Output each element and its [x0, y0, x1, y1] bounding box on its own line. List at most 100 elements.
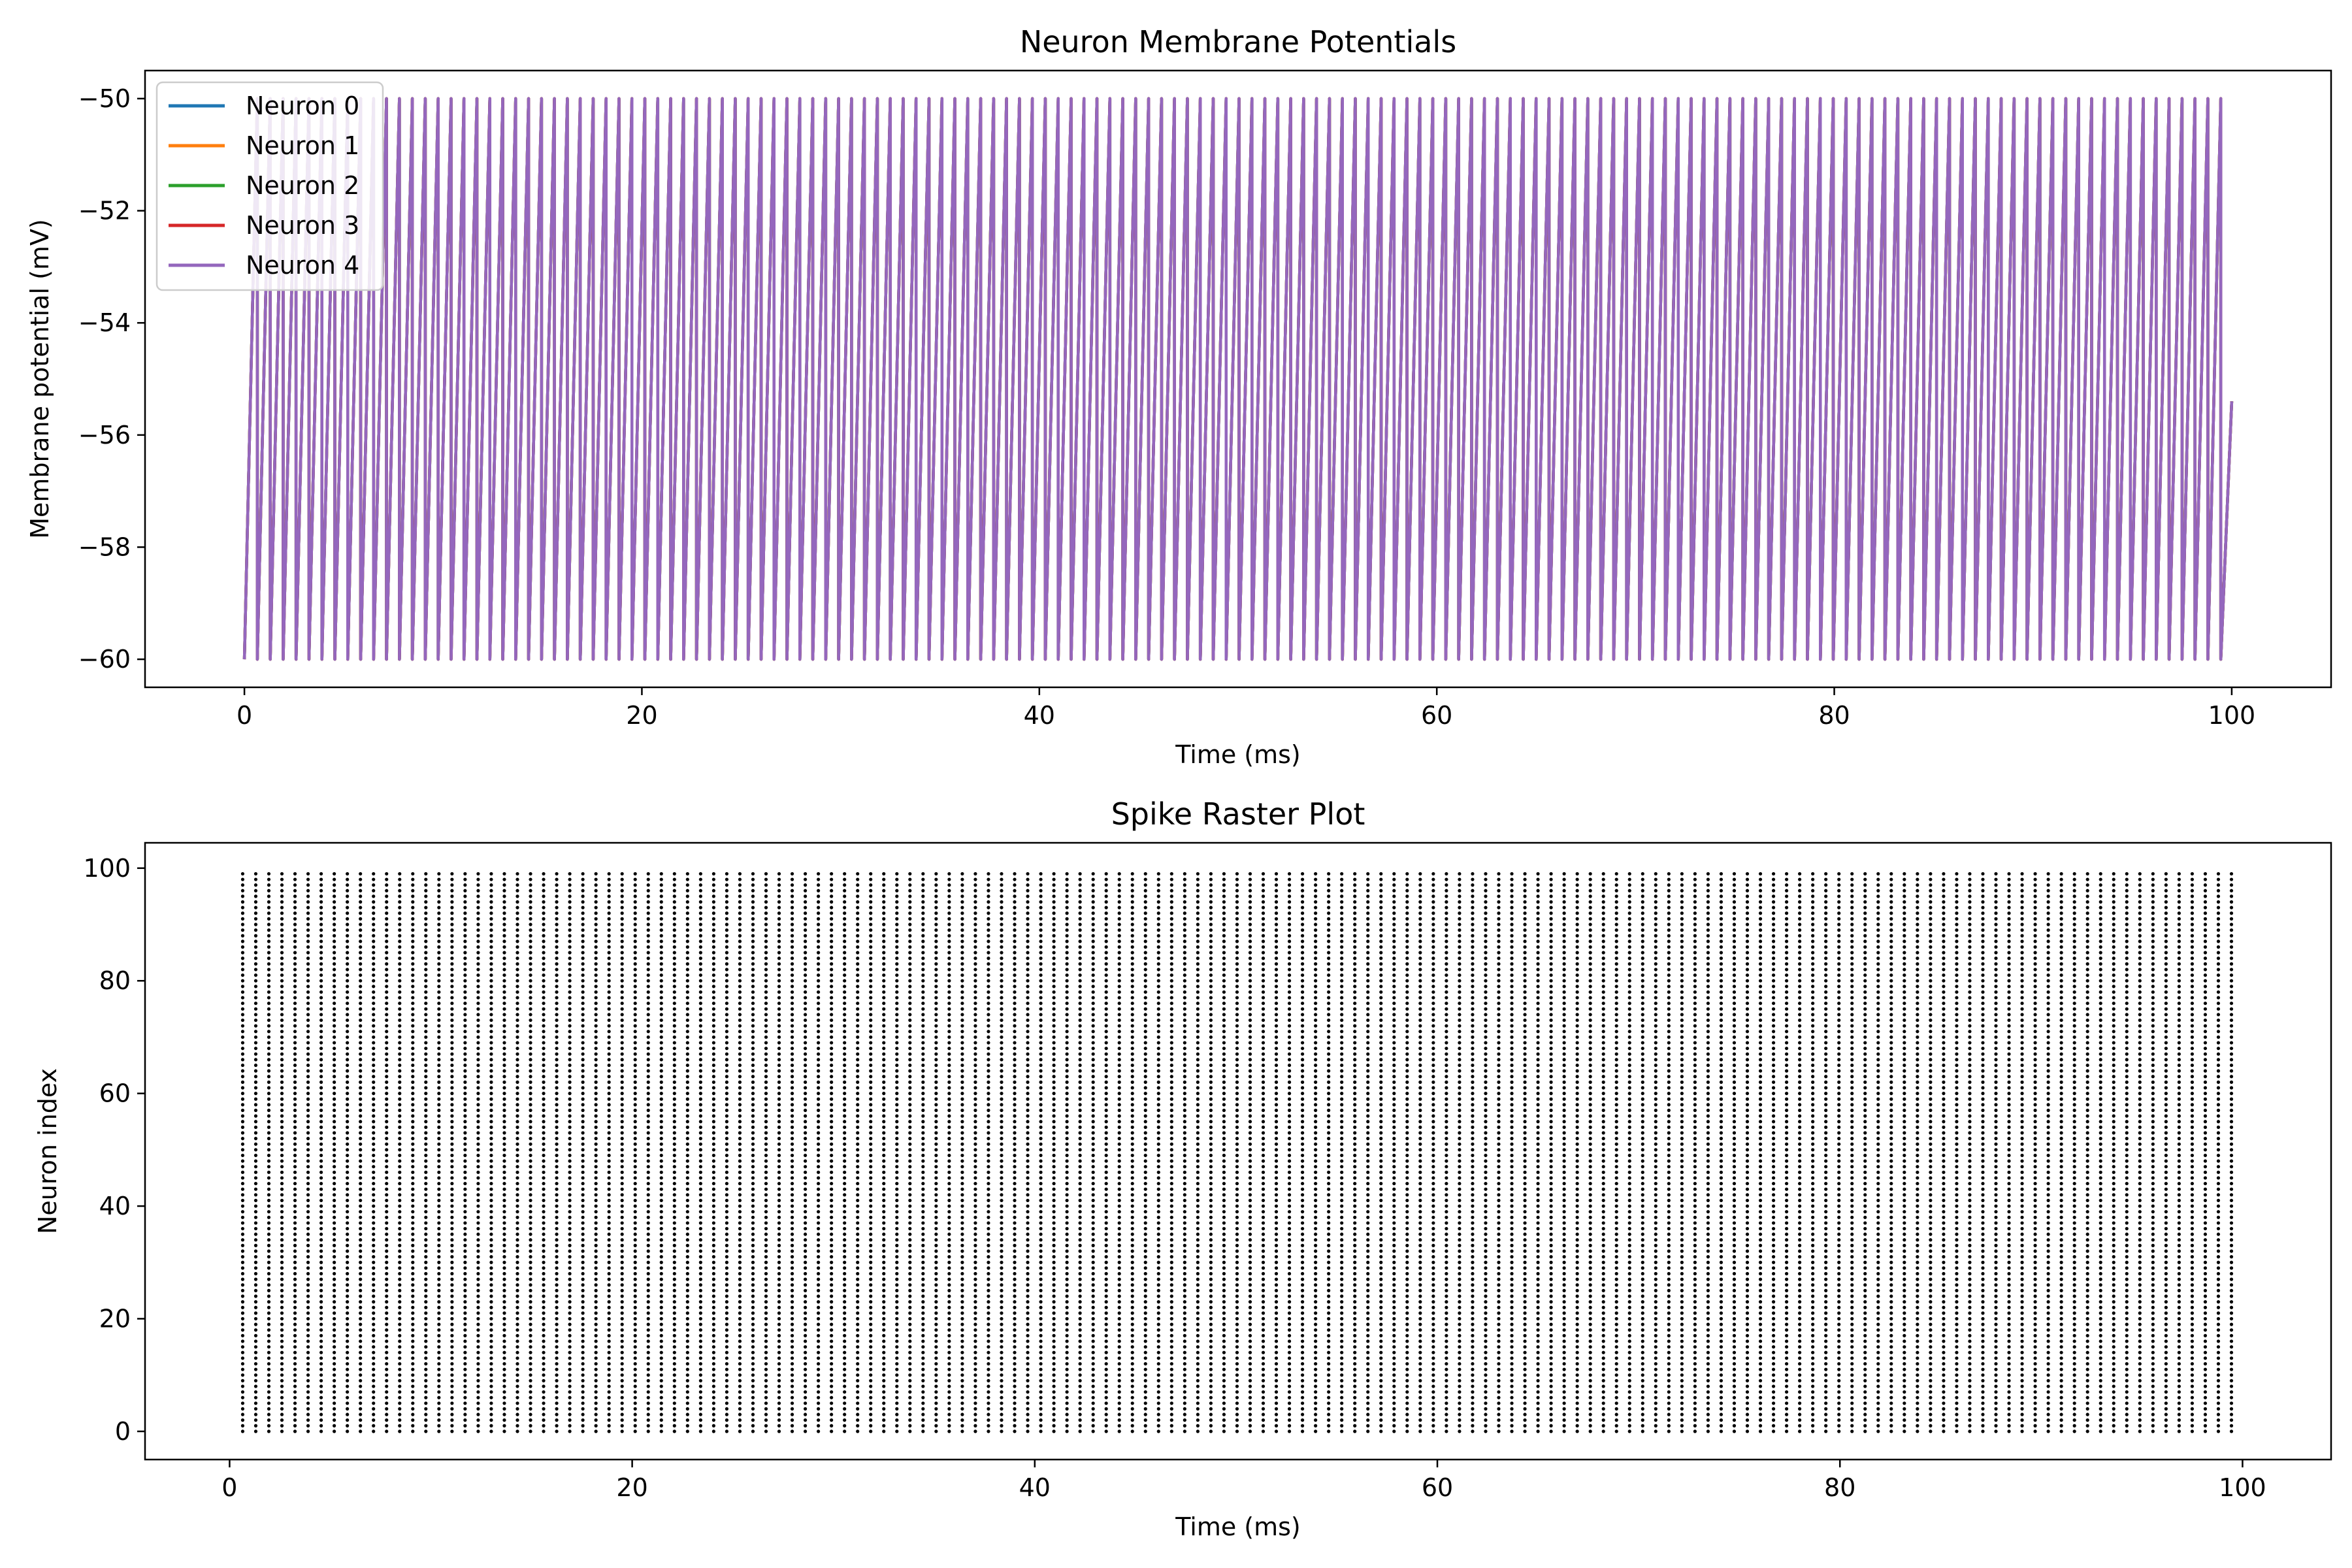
spike-dot — [306, 894, 310, 898]
spike-dot — [476, 1345, 480, 1349]
spike-dot — [280, 1367, 284, 1371]
spike-dot — [659, 985, 663, 988]
spike-dot — [607, 1210, 611, 1214]
spike-dot — [869, 1047, 873, 1051]
spike-dot — [698, 1063, 702, 1068]
spike-dot — [267, 1232, 271, 1236]
spike-dot — [293, 1131, 297, 1135]
spike-dot — [385, 1108, 389, 1113]
spike-dot — [333, 945, 336, 949]
spike-dot — [476, 1379, 480, 1382]
spike-dot — [489, 1058, 493, 1062]
spike-dot — [306, 1069, 310, 1073]
spike-dot — [372, 1131, 376, 1135]
spike-dot — [803, 985, 808, 988]
spike-dot — [333, 1277, 336, 1281]
spike-dot — [502, 1283, 506, 1287]
spike-dot — [790, 1429, 794, 1433]
spike-dot — [398, 1418, 402, 1422]
spike-dot — [346, 962, 350, 966]
spike-dot — [385, 939, 389, 943]
spike-dot — [751, 1277, 755, 1281]
spike-dot — [817, 1097, 821, 1101]
spike-dot — [817, 951, 821, 955]
spike-dot — [751, 1007, 755, 1011]
spike-dot — [555, 1305, 559, 1309]
spike-dot — [293, 985, 297, 988]
spike-dot — [542, 1221, 546, 1225]
spike-dot — [685, 894, 689, 898]
spike-dot — [555, 872, 559, 876]
spike-dot — [790, 877, 794, 881]
spike-dot — [843, 1221, 847, 1225]
spike-dot — [437, 1092, 441, 1096]
spike-dot — [280, 1187, 284, 1191]
spike-dot — [803, 883, 808, 887]
spike-dot — [672, 1142, 676, 1146]
spike-dot — [489, 1328, 493, 1332]
spike-dot — [581, 1305, 585, 1309]
spike-dot — [646, 1215, 650, 1219]
spike-dot — [790, 900, 794, 904]
spike-dot — [240, 1075, 245, 1079]
spike-dot — [306, 1232, 310, 1236]
spike-dot — [777, 1243, 781, 1247]
spike-dot — [398, 1311, 402, 1315]
spike-dot — [646, 1075, 650, 1079]
spike-dot — [502, 1215, 506, 1219]
spike-dot — [359, 1226, 363, 1231]
spike-dot — [502, 1210, 506, 1214]
spike-dot — [738, 1266, 742, 1270]
spike-dot — [633, 1288, 637, 1292]
spike-dot — [830, 1407, 834, 1411]
spike-dot — [372, 1277, 376, 1281]
spike-dot — [398, 979, 402, 983]
spike-dot — [620, 1249, 624, 1253]
spike-dot — [633, 1030, 637, 1034]
spike-dot — [777, 1407, 781, 1411]
spike-dot — [777, 1305, 781, 1309]
spike-dot — [843, 1097, 847, 1101]
spike-dot — [280, 1249, 284, 1253]
spike-dot — [751, 900, 755, 904]
spike-dot — [751, 951, 755, 955]
spike-dot — [594, 894, 598, 898]
spike-dot — [725, 917, 729, 921]
spike-dot — [607, 1198, 611, 1203]
spike-dot — [515, 1210, 519, 1214]
spike-dot — [450, 1367, 454, 1371]
spike-dot — [725, 1221, 729, 1225]
spike-dot — [450, 1356, 454, 1360]
spike-dot — [293, 1137, 297, 1141]
spike-dot — [293, 1030, 297, 1034]
spike-dot — [306, 1030, 310, 1034]
spike-dot — [542, 1356, 546, 1360]
spike-dot — [803, 889, 808, 892]
spike-dot — [803, 1384, 808, 1388]
spike-dot — [319, 1255, 323, 1259]
spike-dot — [568, 1210, 572, 1214]
spike-dot — [738, 1300, 742, 1304]
spike-dot — [555, 1092, 559, 1096]
spike-dot — [620, 1165, 624, 1169]
spike-dot — [633, 979, 637, 983]
spike-dot — [633, 1103, 637, 1107]
spike-dot — [555, 1221, 559, 1225]
spike-dot — [659, 1002, 663, 1005]
spike-dot — [738, 1396, 742, 1399]
spike-dot — [463, 1283, 467, 1287]
spike-dot — [803, 1024, 808, 1028]
spike-dot — [659, 1294, 663, 1298]
spike-dot — [698, 1266, 702, 1270]
spike-dot — [685, 1362, 689, 1366]
spike-dot — [463, 1030, 467, 1034]
spike-dot — [450, 1041, 454, 1045]
spike-dot — [529, 962, 532, 966]
spike-dot — [830, 1305, 834, 1309]
spike-dot — [764, 889, 768, 892]
spike-dot — [437, 985, 441, 988]
spike-dot — [725, 1114, 729, 1118]
spike-dot — [240, 1142, 245, 1146]
spike-dot — [725, 1142, 729, 1146]
spike-dot — [777, 1075, 781, 1079]
